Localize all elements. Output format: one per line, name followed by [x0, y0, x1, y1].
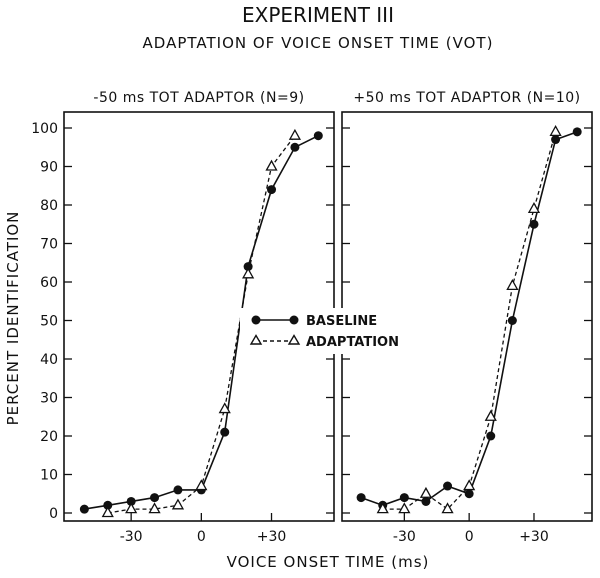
x-tick-label: +30: [519, 529, 549, 545]
baseline-point: [551, 135, 561, 145]
legend-baseline-marker-left: [251, 315, 261, 325]
panel-title: -50 ms TOT ADAPTOR (N=9): [93, 90, 304, 106]
adaptation-point: [288, 128, 302, 140]
adaptation-point: [265, 159, 278, 171]
baseline-point: [356, 493, 366, 503]
baseline-point: [529, 219, 539, 229]
y-tick-label: 0: [49, 506, 58, 522]
legend-box: [240, 308, 410, 354]
y-tick-label: 30: [40, 391, 58, 407]
adaptation-point: [441, 502, 454, 514]
adaptation-point: [484, 409, 497, 421]
legend-baseline-marker-right: [289, 315, 299, 325]
panel-1: -50 ms TOT ADAPTOR (N=9) 0 10 20 30 40 50 60 70 8…: [31, 90, 335, 545]
baseline-point: [486, 431, 496, 441]
baseline-point: [220, 427, 230, 437]
y-tick-label: 20: [40, 429, 58, 445]
y-tick-label: 10: [40, 468, 58, 484]
legend: BASELINE ADAPTATION: [240, 308, 410, 354]
baseline-point: [243, 262, 253, 272]
y-tick-label: 60: [40, 275, 58, 291]
adaptation-point: [527, 202, 541, 213]
adaptation-point: [463, 479, 476, 491]
adaptation-point: [195, 479, 208, 491]
adaptation-point: [398, 502, 411, 514]
panel-2: +50 ms TOT ADAPTOR (N=10) -30 0 +30: [341, 90, 593, 545]
y-tick-label: 100: [31, 121, 58, 137]
baseline-point: [399, 493, 409, 503]
x-tick-label: -30: [120, 529, 143, 545]
y-tick-label: 50: [40, 314, 58, 330]
adaptation-point: [125, 502, 138, 514]
baseline-point: [173, 485, 183, 495]
legend-adaptation-label: ADAPTATION: [306, 335, 399, 350]
baseline-point: [79, 504, 89, 514]
baseline-point: [443, 481, 453, 491]
adaptation-point: [376, 502, 389, 514]
x-axis-label: VOICE ONSET TIME (ms): [227, 553, 430, 571]
adaptation-point: [506, 279, 519, 290]
x-tick-label: +30: [257, 529, 287, 545]
adaptation-point: [419, 486, 433, 498]
y-tick-label: 80: [40, 198, 58, 214]
x-tick-label: 0: [465, 529, 474, 545]
y-tick-label: 90: [40, 160, 58, 176]
adaptation-point: [148, 502, 161, 514]
adaptation-point: [218, 402, 231, 414]
legend-adaptation-marker-right: [287, 334, 301, 345]
baseline-point: [507, 316, 517, 325]
adaptation-point: [549, 125, 562, 136]
baseline-point: [290, 142, 300, 152]
baseline-point: [313, 131, 323, 141]
legend-adaptation-marker-left: [249, 334, 263, 345]
panel-title: +50 ms TOT ADAPTOR (N=10): [353, 90, 580, 106]
baseline-point: [126, 496, 136, 506]
y-tick-label: 40: [40, 352, 58, 368]
adaptation-point: [171, 498, 185, 510]
figure-title: EXPERIMENT III: [242, 3, 394, 27]
baseline-point: [421, 496, 431, 506]
baseline-point: [150, 493, 160, 503]
panels: -50 ms TOT ADAPTOR (N=9) 0 10 20 30 40 50 60 70 8…: [31, 90, 593, 545]
legend-baseline-label: BASELINE: [306, 314, 377, 329]
y-tick-label: 70: [40, 237, 58, 253]
baseline-point: [572, 127, 582, 137]
baseline-point: [464, 489, 474, 499]
y-axis-label: PERCENT IDENTIFICATION: [4, 211, 22, 426]
baseline-point: [267, 185, 277, 195]
adaptation-point: [242, 267, 255, 279]
baseline-point: [103, 500, 113, 510]
figure-subtitle: ADAPTATION OF VOICE ONSET TIME (VOT): [143, 34, 494, 52]
x-tick-label: 0: [197, 529, 206, 545]
x-tick-label: -30: [393, 529, 416, 545]
adaptation-point: [101, 506, 114, 518]
